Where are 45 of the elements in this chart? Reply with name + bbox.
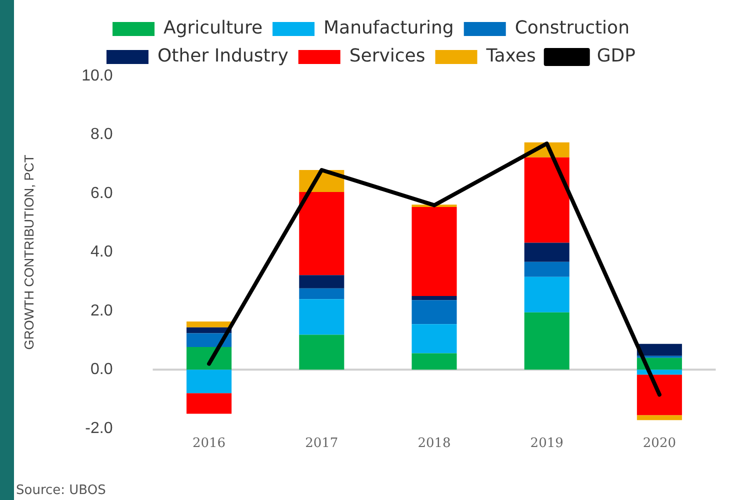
bar	[524, 262, 570, 277]
bar	[636, 370, 682, 375]
x-tick-label: 2016	[192, 436, 226, 451]
legend-label: Manufacturing	[324, 18, 454, 39]
bar	[186, 347, 232, 370]
bar	[299, 275, 344, 288]
y-tick-label: 0.0	[90, 361, 113, 378]
bar	[524, 276, 570, 312]
bar	[412, 353, 457, 370]
bar	[412, 324, 457, 354]
bar	[186, 327, 232, 334]
y-tick-label: 4.0	[90, 244, 113, 261]
bar	[299, 299, 344, 335]
bar	[524, 312, 570, 370]
bar	[412, 296, 457, 300]
y-tick-label: -2.0	[85, 420, 113, 437]
bar	[186, 322, 232, 328]
legend-label: Services	[349, 46, 426, 67]
x-tick-label: 2017	[305, 436, 338, 451]
y-tick-label: 2.0	[90, 302, 113, 320]
bar	[412, 300, 457, 324]
source-note: Source: UBOS	[16, 483, 106, 498]
bar	[636, 344, 682, 356]
y-tick-label: 10.0	[82, 67, 113, 84]
bar	[636, 374, 682, 416]
legend-label: GDP	[596, 46, 636, 67]
bar	[299, 192, 344, 276]
bar	[186, 370, 232, 394]
legend-label: Other Industry	[157, 46, 289, 67]
y-tick-label: 6.0	[90, 184, 113, 202]
bar	[299, 288, 344, 300]
legend-label: Agriculture	[164, 18, 263, 39]
bar	[412, 206, 457, 296]
x-tick-label: 2020	[642, 436, 676, 451]
bar	[186, 393, 232, 414]
x-tick-label: 2019	[530, 436, 564, 451]
x-tick-label: 2018	[418, 436, 451, 451]
y-tick-label: 8.0	[90, 126, 113, 144]
bar	[299, 334, 344, 370]
legend-label: Construction	[514, 18, 630, 39]
y-axis-title: GROWTH CONTRIBUTION, PCT	[21, 154, 36, 350]
legend-label: Taxes	[485, 46, 536, 67]
bar	[524, 157, 570, 243]
bar	[524, 242, 570, 262]
bar	[636, 415, 682, 420]
